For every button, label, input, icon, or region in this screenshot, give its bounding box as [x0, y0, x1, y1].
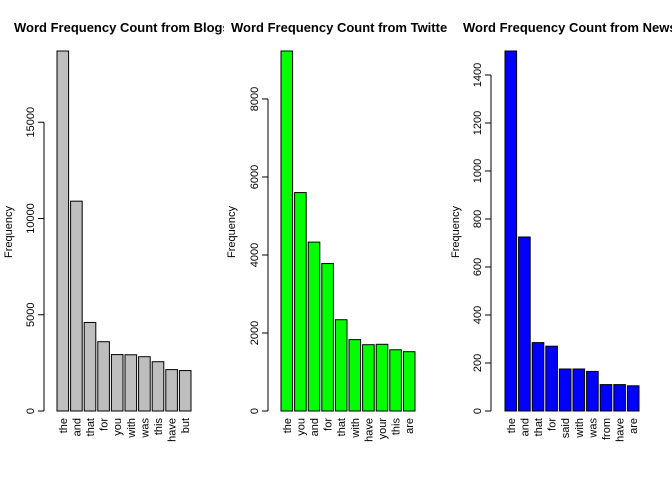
x-tick-label: for — [99, 418, 111, 431]
bars — [504, 50, 640, 412]
bar-was — [138, 356, 151, 412]
bar-your — [375, 343, 389, 412]
twitter-chart: Word Frequency Count from Twitter Freque… — [226, 20, 452, 442]
x-tick-label: you — [295, 418, 307, 436]
x-tick-label: was — [587, 418, 599, 439]
x-tick-label: that — [533, 418, 545, 436]
x-tick-labels: the you and for that with have your this are — [282, 418, 416, 442]
x-tick-label: this — [391, 418, 403, 436]
y-axis: 0 5000 10000 15000 — [25, 107, 45, 414]
chart-title: Word Frequency Count from Twitter — [231, 20, 452, 35]
bar-you — [110, 354, 124, 412]
y-tick-label: 0 — [25, 408, 37, 414]
bar-for — [97, 341, 110, 412]
y-tick-label: 4000 — [249, 243, 261, 267]
bar-are — [402, 351, 416, 412]
x-tick-label: with — [350, 418, 362, 439]
bar-this — [151, 361, 165, 412]
x-tick-label: and — [519, 418, 531, 436]
y-tick-label: 200 — [472, 354, 484, 372]
y-tick-label: 800 — [472, 210, 484, 228]
y-tick-label: 1200 — [472, 111, 484, 135]
x-tick-label: the — [58, 418, 70, 433]
bar-was — [586, 370, 599, 412]
x-tick-label: are — [404, 418, 416, 434]
x-tick-label: have — [167, 418, 179, 442]
y-tick-label: 5000 — [25, 303, 37, 327]
x-tick-label: from — [601, 418, 613, 440]
bar-and — [307, 241, 321, 412]
bar-with — [572, 368, 586, 412]
bar-the — [504, 50, 518, 412]
bar-the — [280, 50, 294, 412]
y-axis: 0 200 400 600 800 1000 1200 1400 — [472, 63, 492, 414]
x-tick-label: and — [71, 418, 83, 436]
bars — [280, 50, 416, 412]
x-tick-label: with — [126, 418, 138, 439]
bar-have — [613, 384, 626, 412]
y-tick-label: 1400 — [472, 63, 484, 87]
news-chart: Word Frequency Count from News Frequency… — [450, 20, 672, 442]
x-tick-label: but — [180, 418, 192, 433]
y-tick-label: 400 — [472, 306, 484, 324]
y-tick-label: 8000 — [249, 87, 261, 111]
blogs-chart: Word Frequency Count from Blogs Frequenc… — [3, 20, 230, 442]
bar-have — [165, 369, 178, 412]
x-tick-label: for — [547, 418, 559, 431]
x-tick-label: are — [628, 418, 640, 434]
x-tick-labels: the and that for said with was from have are — [506, 418, 640, 442]
bars — [56, 50, 192, 412]
chart-title: Word Frequency Count from Blogs — [14, 20, 230, 35]
x-tick-label: and — [309, 418, 321, 436]
x-tick-label: was — [139, 418, 151, 439]
bar-with — [348, 339, 362, 412]
bar-with — [124, 354, 138, 412]
y-tick-label: 10000 — [25, 203, 37, 234]
bar-but — [178, 370, 192, 412]
bar-the — [56, 50, 70, 412]
y-tick-label: 15000 — [25, 107, 37, 138]
bar-you — [294, 192, 307, 412]
bar-that — [531, 342, 545, 412]
bar-for — [545, 345, 558, 412]
x-tick-label: have — [615, 418, 627, 442]
x-tick-label: that — [85, 418, 97, 436]
bar-and — [70, 200, 83, 412]
bar-that — [83, 321, 97, 412]
bar-have — [362, 344, 375, 412]
x-tick-label: said — [560, 418, 572, 438]
x-tick-label: this — [153, 418, 165, 436]
y-tick-label: 6000 — [249, 165, 261, 189]
x-tick-label: for — [323, 418, 335, 431]
x-tick-label: that — [336, 418, 348, 436]
bar-and — [518, 236, 531, 412]
y-tick-label: 1000 — [472, 159, 484, 183]
y-tick-label: 2000 — [249, 321, 261, 345]
x-tick-label: have — [363, 418, 375, 442]
bar-that — [334, 319, 348, 412]
bar-from — [599, 384, 613, 412]
y-axis-label: Frequency — [450, 206, 462, 258]
y-tick-label: 0 — [249, 408, 261, 414]
x-tick-label: the — [282, 418, 294, 433]
x-tick-label: with — [574, 418, 586, 439]
y-axis: 0 2000 4000 6000 8000 — [249, 87, 269, 414]
y-axis-label: Frequency — [226, 206, 238, 258]
bar-are — [626, 385, 640, 412]
x-tick-label: your — [377, 418, 389, 440]
bar-this — [389, 349, 402, 412]
y-axis-label: Frequency — [3, 206, 15, 258]
chart-title: Word Frequency Count from News — [463, 20, 672, 35]
x-tick-label: you — [112, 418, 124, 436]
y-tick-label: 600 — [472, 258, 484, 276]
x-tick-labels: the and that for you with was this have but — [58, 418, 192, 442]
x-tick-label: the — [506, 418, 518, 433]
bar-said — [558, 368, 572, 412]
bar-for — [321, 263, 334, 412]
y-tick-label: 0 — [472, 408, 484, 414]
